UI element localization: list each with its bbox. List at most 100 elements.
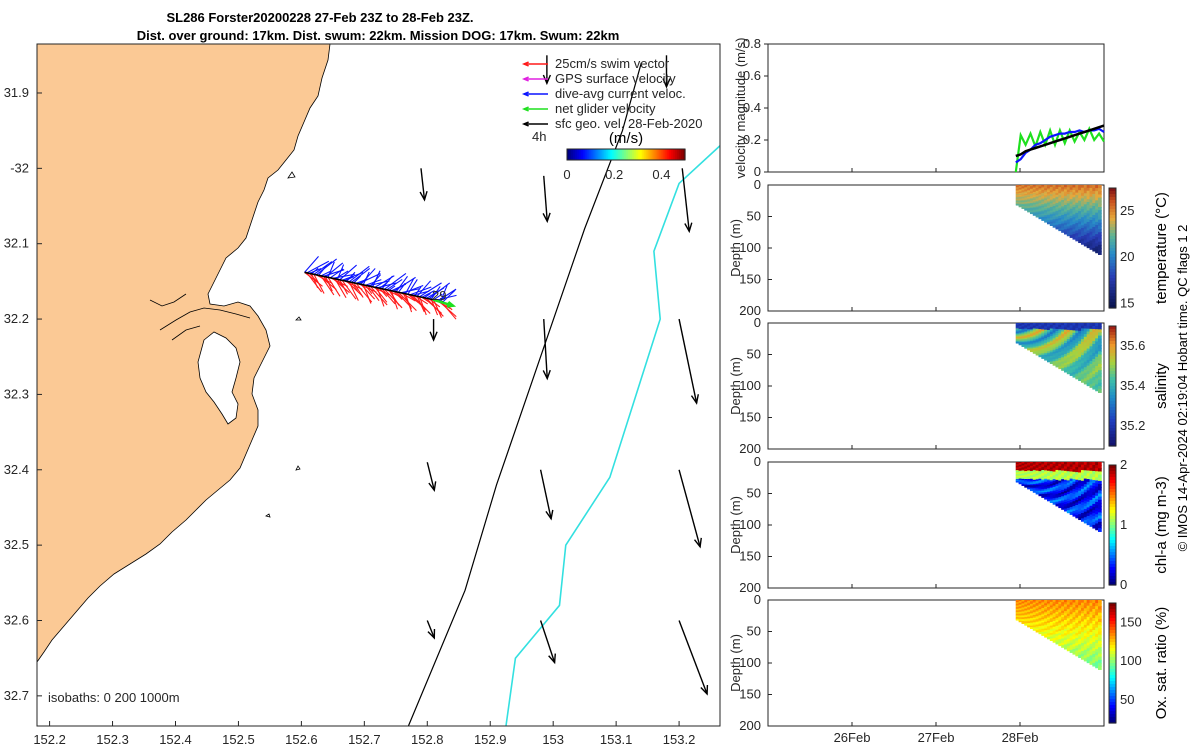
profile-cell	[1086, 645, 1091, 649]
colorbar-cell	[1109, 603, 1116, 607]
colorbar-cell	[1109, 546, 1116, 550]
profile-cell	[1046, 488, 1051, 491]
profile-cell	[1078, 508, 1082, 513]
profile-cell	[1089, 614, 1094, 619]
profile-cell	[1072, 216, 1077, 221]
dive-avg-current-vector	[428, 282, 451, 300]
colorbar-cell	[1109, 347, 1116, 351]
profile-cell	[1052, 334, 1057, 338]
map-frame	[36, 43, 721, 727]
profile-cell	[1052, 217, 1057, 221]
profile-cell	[1098, 386, 1102, 390]
profile-cell	[1080, 648, 1085, 652]
colorbar-cell	[1109, 392, 1116, 396]
profile-cell	[1021, 483, 1026, 485]
swim-vector	[390, 290, 398, 310]
profile-cell	[1046, 483, 1051, 486]
colorbar-cell	[1109, 510, 1116, 514]
geo-velocity-vector	[678, 318, 698, 404]
profile-cell	[1044, 635, 1048, 638]
profile-cell	[1035, 492, 1040, 495]
profile-cell	[1027, 200, 1031, 203]
profile-cell	[1032, 335, 1037, 338]
profile-cell	[1044, 480, 1048, 483]
profile-cell	[1066, 600, 1071, 603]
colorbar-cell	[1109, 416, 1116, 420]
profile-cell	[1069, 471, 1074, 475]
profile-cell	[1063, 481, 1068, 485]
profile-cell	[1032, 485, 1037, 488]
map-colorbar-cell	[614, 149, 617, 160]
profile-cell	[1021, 196, 1026, 199]
profile-cell	[1027, 191, 1031, 194]
depth-tick-label: 50	[747, 347, 761, 362]
profile-cell	[1046, 352, 1051, 356]
profile-cell	[1063, 191, 1068, 195]
profile-cell	[1024, 463, 1029, 466]
profile-cell	[1072, 357, 1077, 361]
profile-cell	[1055, 204, 1060, 208]
profile-cell	[1078, 464, 1082, 468]
profile-cell	[1098, 512, 1102, 517]
profile-cell	[1049, 333, 1054, 337]
colorbar-cell	[1109, 576, 1116, 580]
profile-cell	[1089, 655, 1094, 660]
profile-cell	[1021, 202, 1026, 205]
profile-cell	[1029, 323, 1034, 326]
profile-cell	[1078, 362, 1082, 366]
profile-cell	[1032, 189, 1037, 192]
profile-cell	[1021, 608, 1026, 611]
profile-cell	[1075, 469, 1080, 473]
profile-cell	[1041, 332, 1046, 335]
profile-cell	[1055, 188, 1060, 192]
profile-cell	[1052, 219, 1057, 222]
profile-cell	[1083, 367, 1088, 371]
profile-cell	[1044, 475, 1048, 478]
profile-cell	[1078, 364, 1082, 368]
profile-cell	[1086, 348, 1091, 353]
colorbar-cell	[1109, 422, 1116, 426]
glider-track-line	[304, 271, 444, 303]
profile-cell	[1095, 197, 1099, 202]
profile-cell	[1078, 493, 1082, 497]
profile-cell	[1075, 212, 1080, 217]
profile-cell	[1046, 195, 1051, 198]
geo-velocity-vector-head	[428, 481, 437, 492]
map-colorbar-cell	[580, 149, 584, 160]
profile-cell	[1021, 607, 1026, 610]
colorbar-cell	[1109, 428, 1116, 432]
profile-cell	[1083, 331, 1088, 335]
profile-cell	[1086, 374, 1091, 378]
profile-cell	[1072, 359, 1077, 363]
profile-cell	[1075, 217, 1080, 222]
profile-cell	[1072, 626, 1077, 631]
depth-ylabel: Depth (m)	[728, 219, 743, 277]
profile-cell	[1024, 200, 1029, 203]
profile-cell	[1066, 362, 1071, 366]
profile-cell	[1078, 649, 1082, 653]
profile-cell	[1066, 475, 1071, 479]
profile-cell	[1035, 602, 1040, 606]
profile-cell	[1046, 497, 1051, 500]
profile-cell	[1055, 364, 1060, 368]
profile-cell	[1021, 328, 1026, 331]
profile-cell	[1032, 482, 1037, 485]
colorbar-cell	[1109, 579, 1116, 583]
profile-cell	[1098, 354, 1102, 359]
colorbar-cell	[1109, 690, 1116, 694]
profile-cell	[1058, 349, 1063, 353]
profile-cell	[1061, 504, 1065, 508]
profile-cell	[1083, 345, 1088, 349]
profile-cell	[1041, 189, 1046, 193]
profile-cell	[1018, 600, 1023, 603]
profile-cell	[1058, 480, 1063, 484]
profile-cell	[1089, 328, 1094, 333]
profile-cell	[1092, 662, 1097, 667]
profile-cell	[1041, 463, 1046, 466]
profile-cell	[1041, 474, 1046, 478]
profile-cell	[1080, 365, 1085, 370]
profile-cell	[1055, 334, 1060, 338]
profile-cell	[1049, 489, 1054, 493]
profile-cell	[1032, 212, 1037, 215]
profile-cell	[1078, 495, 1082, 500]
